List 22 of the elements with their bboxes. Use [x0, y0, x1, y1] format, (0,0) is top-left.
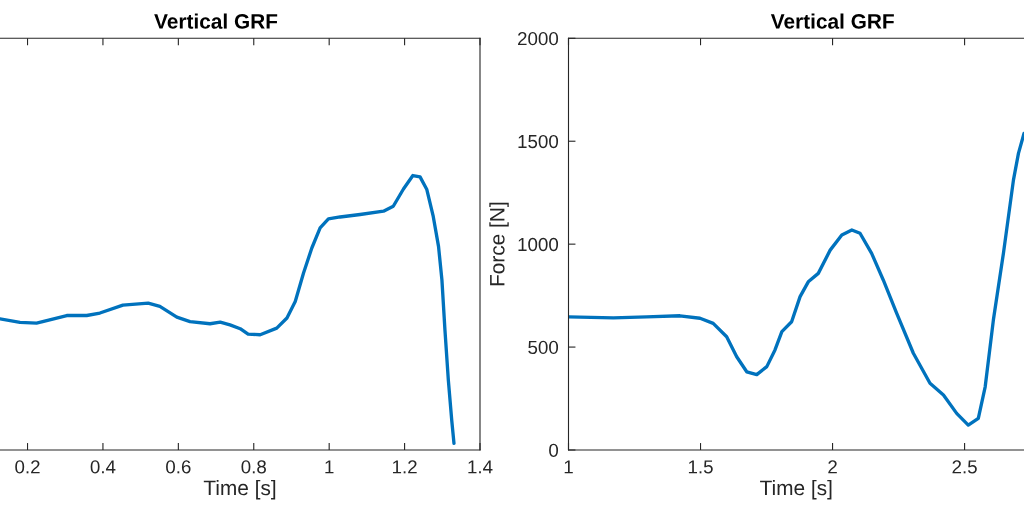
x-tick-label: 1.5 — [688, 460, 713, 474]
x-tick-label: 2 — [828, 460, 837, 474]
y-tick-label: 500 — [528, 340, 559, 355]
x-tick-label: 0.2 — [15, 460, 40, 474]
x-tick-label: 0.8 — [241, 460, 266, 474]
line-series — [568, 131, 1024, 427]
x-tick-label: 1 — [564, 460, 573, 474]
y-tick-label: 1500 — [518, 134, 559, 149]
y-tick-label: 2000 — [518, 32, 559, 46]
chart-title: Vertical GRF — [154, 13, 278, 29]
chart-title: Vertical GRF — [770, 13, 894, 29]
x-tick-label: 1.2 — [392, 460, 417, 474]
x-axis-title: Time [s] — [203, 479, 276, 500]
x-tick-label: 0.4 — [90, 460, 116, 474]
x-axis-title: Time [s] — [760, 479, 832, 500]
x-tick-label: 2.5 — [952, 460, 977, 474]
y-tick-label: 1000 — [518, 237, 559, 252]
x-tick-label: 0.6 — [166, 460, 191, 474]
x-tick-label: 1 — [325, 460, 334, 474]
y-axis-title: Force [N] — [489, 202, 509, 286]
y-tick-label: 0 — [549, 443, 559, 457]
x-tick-label: 1.4 — [468, 460, 493, 474]
